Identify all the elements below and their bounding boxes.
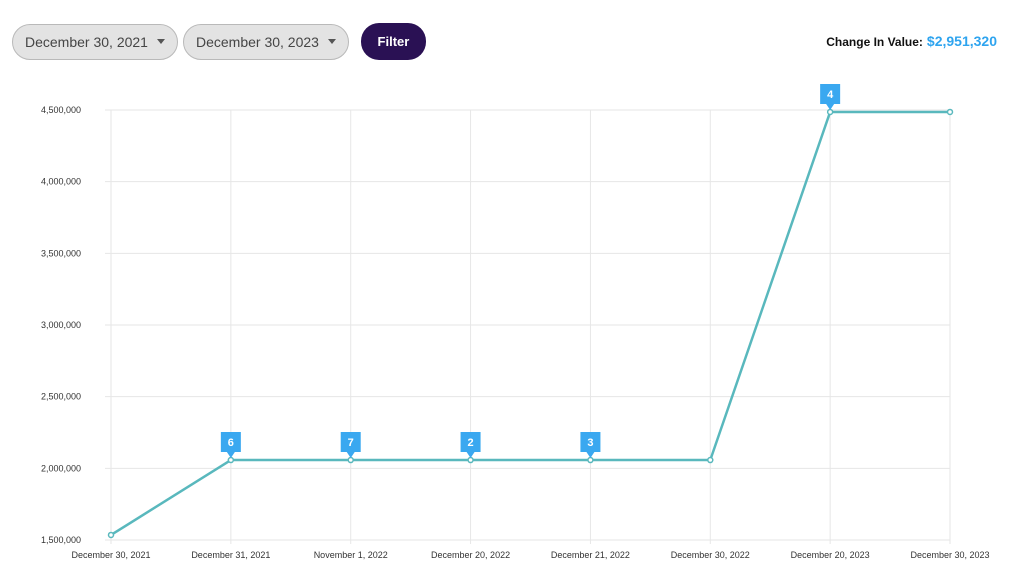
x-tick-label: December 30, 2023 <box>910 550 989 560</box>
end-date-select[interactable]: December 30, 2023 <box>182 23 349 60</box>
y-tick-label: 1,500,000 <box>41 535 81 545</box>
x-tick-label: December 21, 2022 <box>551 550 630 560</box>
series-line <box>110 110 950 537</box>
y-tick-label: 4,500,000 <box>41 105 81 115</box>
change-in-value: Change In Value: $2,951,320 <box>826 33 997 49</box>
flag-marker <box>580 432 601 459</box>
flag-marker <box>340 432 361 459</box>
y-tick-label: 4,000,000 <box>41 177 81 187</box>
end-date-value: December 30, 2023 <box>195 33 319 50</box>
filter-button[interactable]: Filter <box>360 23 426 60</box>
data-point <box>107 531 115 539</box>
x-tick-label: December 30, 2021 <box>71 550 150 560</box>
flag-label: 7 <box>348 437 354 449</box>
start-date-value: December 30, 2021 <box>25 33 148 50</box>
change-value: $2,951,320 <box>926 33 997 49</box>
y-tick-label: 2,500,000 <box>41 392 81 402</box>
x-tick-label: December 20, 2022 <box>431 550 510 560</box>
flag-label: 2 <box>468 437 474 449</box>
y-tick-label: 2,000,000 <box>41 463 81 473</box>
x-tick-label: November 1, 2022 <box>314 550 388 560</box>
flag-label: 4 <box>827 89 834 101</box>
data-point <box>946 108 954 116</box>
data-point <box>587 456 594 464</box>
change-label: Change In Value: <box>826 35 923 49</box>
data-point <box>707 456 714 464</box>
flag-label: 6 <box>228 437 234 449</box>
toolbar: December 30, 2021 December 30, 2023 Filt… <box>12 23 426 60</box>
flag-marker <box>220 432 241 459</box>
data-point <box>227 456 235 464</box>
x-tick-label: December 31, 2021 <box>191 550 270 560</box>
flag-marker <box>460 432 481 459</box>
y-tick-label: 3,000,000 <box>41 320 81 330</box>
x-tick-label: December 30, 2022 <box>671 550 750 560</box>
data-point <box>347 456 354 464</box>
flag-marker <box>820 83 841 110</box>
y-tick-label: 3,500,000 <box>41 248 81 258</box>
chevron-down-icon <box>156 39 165 44</box>
x-tick-label: December 20, 2023 <box>791 550 870 560</box>
start-date-select[interactable]: December 30, 2021 <box>12 23 178 60</box>
data-point <box>826 108 834 116</box>
chevron-down-icon <box>327 39 336 44</box>
data-point <box>467 456 474 464</box>
flag-label: 3 <box>587 437 593 449</box>
